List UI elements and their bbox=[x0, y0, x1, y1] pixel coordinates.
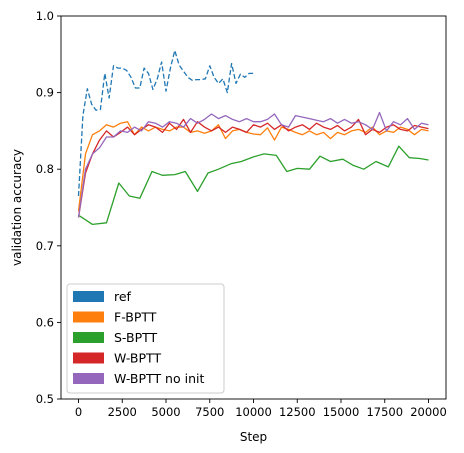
x-tick-label: 2500 bbox=[108, 405, 137, 419]
legend-swatch-w-bptt bbox=[73, 353, 104, 364]
y-tick-label: 0.6 bbox=[36, 315, 54, 329]
legend-swatch-w-bptt-no-init bbox=[73, 373, 104, 384]
x-axis: 0 2500 5000 7500 10000 12500 15000 17500 20000 bbox=[75, 399, 447, 419]
legend-label-ref: ref bbox=[114, 289, 132, 304]
legend-label-w-bptt-no-init: W-BPTT no init bbox=[114, 371, 204, 386]
x-tick-label: 7500 bbox=[195, 405, 224, 419]
y-tick-label: 1.0 bbox=[36, 9, 54, 23]
y-tick-label: 0.8 bbox=[36, 162, 54, 176]
x-tick-label: 10000 bbox=[235, 405, 272, 419]
x-tick-label: 15000 bbox=[323, 405, 360, 419]
series-line-f-bptt bbox=[79, 122, 429, 212]
y-axis-label: validation accuracy bbox=[10, 149, 24, 266]
x-axis-label: Step bbox=[240, 430, 267, 444]
legend-label-s-bptt: S-BPTT bbox=[114, 330, 158, 345]
legend-label-f-bptt: F-BPTT bbox=[114, 310, 157, 325]
legend-label-w-bptt: W-BPTT bbox=[114, 351, 161, 366]
y-tick-label: 0.9 bbox=[36, 86, 54, 100]
y-axis: 0.5 0.6 0.7 0.8 0.9 1.0 bbox=[36, 9, 61, 406]
x-tick-label: 5000 bbox=[151, 405, 180, 419]
series-line-ref bbox=[79, 51, 254, 197]
x-tick-label: 12500 bbox=[279, 405, 316, 419]
legend-swatch-ref bbox=[73, 291, 104, 302]
series-line-s-bptt bbox=[79, 146, 429, 224]
legend-swatch-f-bptt bbox=[73, 312, 104, 323]
series-layer bbox=[79, 51, 429, 225]
x-tick-label: 20000 bbox=[410, 405, 447, 419]
x-tick-label: 0 bbox=[75, 405, 82, 419]
legend: ref F-BPTT S-BPTT W-BPTT W-BPTT no init bbox=[67, 284, 224, 393]
x-tick-label: 17500 bbox=[366, 405, 403, 419]
legend-swatch-s-bptt bbox=[73, 332, 104, 343]
y-tick-label: 0.5 bbox=[36, 392, 54, 406]
y-tick-label: 0.7 bbox=[36, 239, 54, 253]
